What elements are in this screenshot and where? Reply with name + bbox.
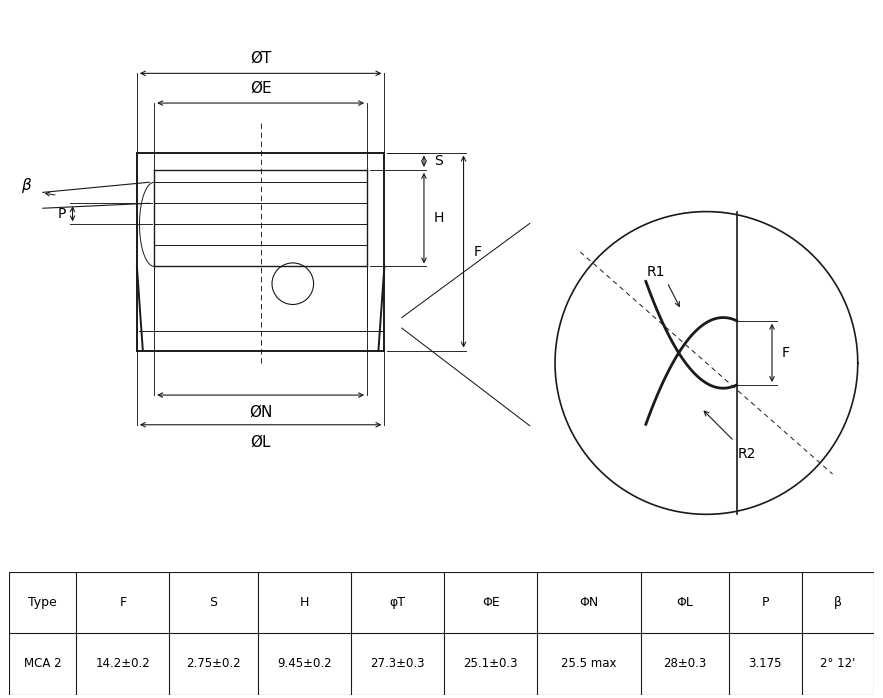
Text: 2.75±0.2: 2.75±0.2 (186, 658, 241, 671)
Text: ΦL: ΦL (676, 596, 693, 609)
Text: 14.2±0.2: 14.2±0.2 (95, 658, 150, 671)
Text: MCA 2: MCA 2 (24, 658, 61, 671)
Text: ØE: ØE (250, 81, 271, 96)
Text: 3.175: 3.175 (749, 658, 782, 671)
Text: F: F (119, 596, 126, 609)
Text: β: β (20, 179, 30, 193)
Text: ØN: ØN (249, 405, 272, 420)
Text: S: S (209, 596, 217, 609)
Text: β: β (834, 596, 841, 609)
Text: H: H (299, 596, 309, 609)
Text: Type: Type (28, 596, 57, 609)
Text: P: P (762, 596, 769, 609)
Text: 2° 12': 2° 12' (820, 658, 856, 671)
Text: S: S (434, 154, 442, 168)
Text: F: F (782, 346, 790, 360)
Text: H: H (434, 211, 444, 225)
Text: F: F (473, 244, 481, 258)
Text: ØL: ØL (251, 435, 271, 450)
Text: R1: R1 (646, 265, 665, 279)
Text: 28±0.3: 28±0.3 (663, 658, 706, 671)
Text: 25.5 max: 25.5 max (562, 658, 617, 671)
Text: ØT: ØT (250, 51, 271, 66)
Text: 9.45±0.2: 9.45±0.2 (277, 658, 331, 671)
Text: 25.1±0.3: 25.1±0.3 (464, 658, 518, 671)
Text: ΦN: ΦN (579, 596, 599, 609)
Text: P: P (57, 207, 66, 221)
Text: 27.3±0.3: 27.3±0.3 (370, 658, 425, 671)
Text: φT: φT (389, 596, 405, 609)
Text: ΦE: ΦE (482, 596, 500, 609)
Text: R2: R2 (737, 447, 756, 461)
